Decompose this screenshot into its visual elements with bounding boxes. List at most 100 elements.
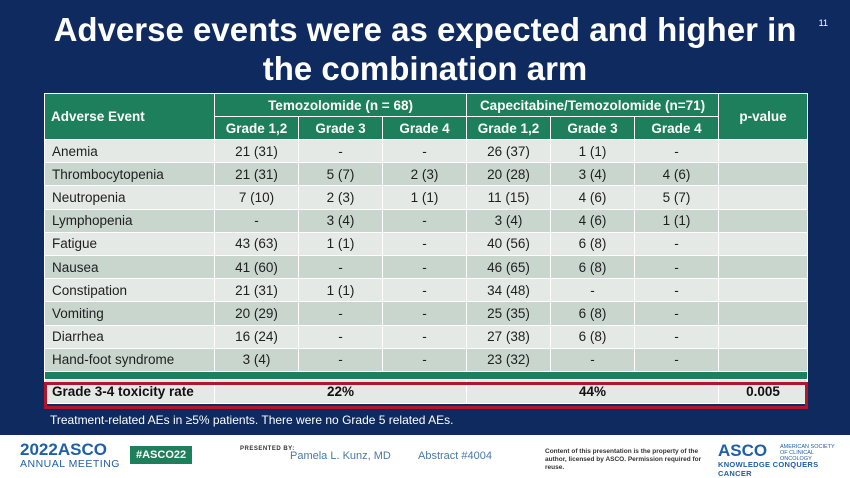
adverse-event-name: Fatigue — [44, 231, 215, 256]
table-row: Lymphopenia -3 (4) -3 (4) 4 (6) 1 (1) — [44, 208, 809, 233]
grade-cell: 34 (48) — [466, 278, 552, 303]
table-row: Hand-foot syndrome 3 (4) - -23 (32) - - — [44, 347, 809, 372]
rights-notice: Content of this presentation is the prop… — [545, 448, 702, 471]
grade-cell: 3 (4) — [550, 162, 636, 187]
grade-cell: 21 (31) — [214, 162, 299, 187]
grade-cell: 40 (56) — [466, 231, 552, 256]
grade-cell: - — [298, 347, 383, 372]
grade-cell: 6 (8) — [550, 254, 636, 280]
grade-cell: - — [381, 138, 468, 164]
p-value-cell — [718, 208, 809, 233]
asco-tagline: KNOWLEDGE CONQUERS CANCER — [718, 460, 819, 478]
table-footnote: Treatment-related AEs in ≥5% patients. T… — [50, 413, 454, 427]
table-row: Anemia 21 (31) - -26 (37) 1 (1) - — [44, 138, 809, 164]
adverse-event-name: Diarrhea — [44, 324, 215, 349]
slide-title: Adverse events were as expected and high… — [53, 11, 797, 87]
grade-cell: 5 (7) — [298, 162, 383, 187]
grade-cell: 21 (31) — [214, 138, 299, 164]
grade-cell: 46 (65) — [466, 254, 552, 280]
grade-cell: - — [634, 138, 720, 164]
table-row: Thrombocytopenia 21 (31) 5 (7) 2 (3) 20 (28)… — [44, 162, 809, 187]
grade-cell: - — [634, 324, 720, 349]
grade-cell: - — [381, 347, 468, 372]
grade-cell: 16 (24) — [214, 324, 299, 349]
hashtag-badge: #ASCO22 — [130, 446, 193, 464]
p-value-cell — [718, 185, 809, 210]
grade-cell: - — [298, 138, 383, 164]
grade-cell: - — [381, 254, 468, 280]
grade-cell: - — [381, 231, 468, 256]
grade-cell: - — [634, 347, 720, 372]
grade-cell: 20 (28) — [466, 162, 552, 187]
adverse-events-table: Adverse Event Temozolomide (n = 68) Cape… — [43, 93, 809, 404]
grade-cell: - — [298, 324, 383, 349]
table-row: Diarrhea 16 (24) - -27 (38) 6 (8) - — [44, 324, 809, 349]
brand-year: 2022 — [20, 440, 58, 459]
presenter-name: Pamela L. Kunz, MD — [290, 450, 391, 462]
header-grade: Grade 1,2 — [466, 116, 552, 140]
summary-arm1-rate: 22% — [213, 378, 468, 404]
grade-cell: 4 (6) — [634, 162, 720, 187]
table-row: Fatigue 43 (63) 1 (1) -40 (56) 6 (8) - — [44, 231, 809, 256]
grade-cell: - — [634, 301, 720, 326]
grade-cell: - — [298, 254, 383, 280]
grade-cell: - — [381, 208, 468, 233]
header-arm-temozolomide: Temozolomide (n = 68) — [213, 93, 468, 117]
table-row: Vomiting 20 (29) - -25 (35) 6 (8) - — [44, 301, 809, 326]
grade-cell: - — [550, 347, 636, 372]
grade-cell: - — [214, 208, 299, 233]
p-value-cell — [718, 324, 809, 349]
summary-arm2-rate: 44% — [466, 378, 720, 404]
grade-cell: 6 (8) — [550, 324, 636, 349]
p-value-cell — [718, 301, 809, 326]
adverse-event-name: Nausea — [44, 254, 215, 280]
asco-annual-meeting-logo: 2022ASCO ANNUAL MEETING — [20, 440, 120, 470]
asco-logo-text: ASCO — [718, 441, 768, 460]
summary-label: Grade 3-4 toxicity rate — [44, 378, 215, 404]
grade-cell: 4 (6) — [550, 208, 636, 233]
adverse-event-name: Vomiting — [44, 301, 215, 326]
presented-by-label: PRESENTED BY: — [240, 446, 295, 452]
p-value-cell — [718, 138, 809, 164]
adverse-event-name: Lymphopenia — [44, 208, 215, 233]
grade-cell: 27 (38) — [466, 324, 552, 349]
grade-cell: 1 (1) — [298, 278, 383, 303]
header-adverse-event: Adverse Event — [44, 93, 215, 140]
grade-cell: 2 (3) — [298, 185, 383, 210]
adverse-event-name: Hand-foot syndrome — [44, 347, 215, 372]
grade-cell: 1 (1) — [634, 208, 720, 233]
asco-society-logo: ASCO AMERICAN SOCIETY OF CLINICAL ONCOLO… — [718, 441, 850, 478]
header-p-value: p-value — [718, 93, 809, 140]
grade-cell: 1 (1) — [550, 138, 636, 164]
grade-cell: 1 (1) — [381, 185, 468, 210]
grade-cell: 1 (1) — [298, 231, 383, 256]
grade-cell: - — [381, 278, 468, 303]
grade-cell: - — [550, 278, 636, 303]
p-value-cell — [718, 278, 809, 303]
header-grade: Grade 4 — [634, 116, 720, 140]
p-value-cell — [718, 347, 809, 372]
header-arm-combination: Capecitabine/Temozolomide (n=71) — [466, 93, 720, 117]
header-grade: Grade 3 — [550, 116, 636, 140]
adverse-event-name: Anemia — [44, 138, 215, 164]
brand-sub: ANNUAL MEETING — [20, 458, 120, 470]
grade-cell: 3 (4) — [214, 347, 299, 372]
table-row: Neutropenia 7 (10) 2 (3) 1 (1) 11 (15) 4 (6) 5… — [44, 185, 809, 210]
grade-cell: 21 (31) — [214, 278, 299, 303]
brand-name: ASCO — [57, 440, 107, 459]
adverse-event-name: Constipation — [44, 278, 215, 303]
slide-background: Adverse events were as expected and high… — [0, 0, 850, 435]
grade-cell: 26 (37) — [466, 138, 552, 164]
grade-cell: 41 (60) — [214, 254, 299, 280]
grade-cell: 25 (35) — [466, 301, 552, 326]
adverse-event-name: Neutropenia — [44, 185, 215, 210]
header-grade: Grade 3 — [298, 116, 383, 140]
grade-cell: 20 (29) — [214, 301, 299, 326]
grade-cell: 11 (15) — [466, 185, 552, 210]
slide-number: 11 — [818, 18, 828, 28]
asco-society-name: AMERICAN SOCIETY OF CLINICAL ONCOLOGY — [780, 444, 835, 462]
grade-cell: 6 (8) — [550, 301, 636, 326]
grade-cell: 5 (7) — [634, 185, 720, 210]
table-row: Constipation 21 (31) 1 (1) -34 (48) - - — [44, 278, 809, 303]
grade-cell: 7 (10) — [214, 185, 299, 210]
